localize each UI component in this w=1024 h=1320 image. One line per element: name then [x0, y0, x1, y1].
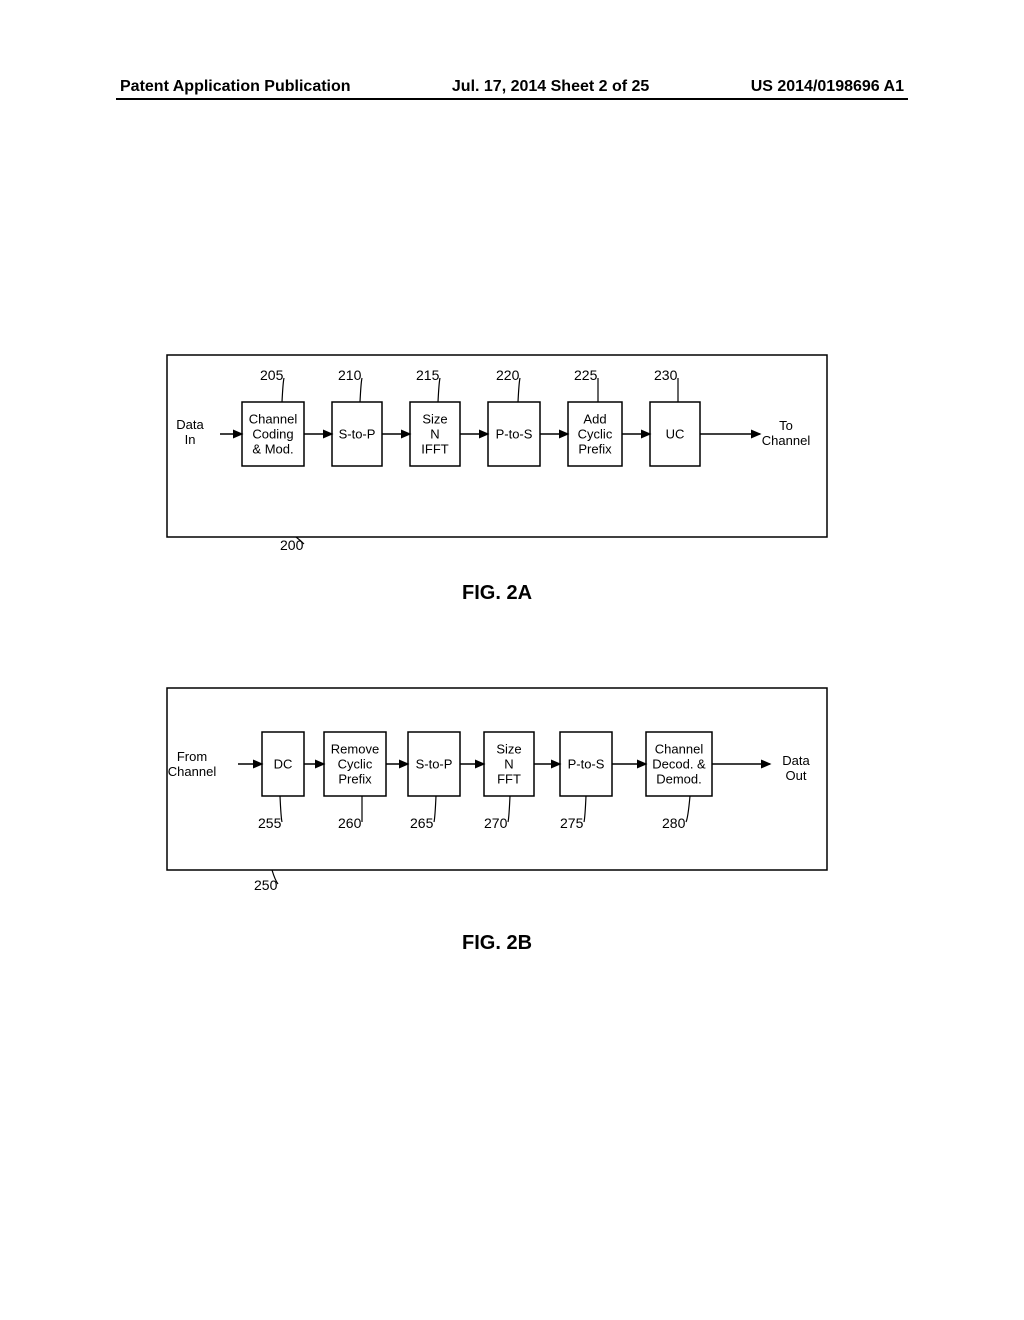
svg-text:AddCyclicPrefix: AddCyclicPrefix: [578, 412, 613, 457]
svg-text:205: 205: [260, 367, 284, 383]
svg-text:FromChannel: FromChannel: [168, 749, 217, 779]
svg-text:S-to-P: S-to-P: [339, 427, 376, 442]
svg-text:275: 275: [560, 815, 584, 831]
svg-text:DataIn: DataIn: [176, 417, 204, 447]
figure-a-label: FIG. 2A: [462, 582, 532, 605]
svg-text:210: 210: [338, 367, 362, 383]
svg-text:ChannelDecod. &Demod.: ChannelDecod. &Demod.: [652, 742, 706, 787]
svg-text:SizeNFFT: SizeNFFT: [496, 742, 521, 787]
svg-text:280: 280: [662, 815, 686, 831]
svg-text:RemoveCyclicPrefix: RemoveCyclicPrefix: [331, 742, 379, 787]
figure-b-label: FIG. 2B: [462, 932, 532, 955]
svg-text:265: 265: [410, 815, 434, 831]
svg-text:P-to-S: P-to-S: [568, 757, 605, 772]
svg-text:215: 215: [416, 367, 440, 383]
svg-text:ChannelCoding& Mod.: ChannelCoding& Mod.: [249, 412, 298, 457]
svg-text:DC: DC: [274, 757, 293, 772]
svg-text:200: 200: [280, 537, 304, 553]
svg-text:S-to-P: S-to-P: [416, 757, 453, 772]
svg-text:230: 230: [654, 367, 678, 383]
svg-text:ToChannel: ToChannel: [762, 418, 811, 448]
svg-text:UC: UC: [666, 427, 685, 442]
svg-text:270: 270: [484, 815, 508, 831]
svg-text:225: 225: [574, 367, 598, 383]
svg-text:250: 250: [254, 877, 278, 893]
diagram-canvas: ChannelCoding& Mod. 205 S-to-P 210 SizeNIFFT…: [0, 0, 1024, 1320]
svg-text:260: 260: [338, 815, 362, 831]
svg-text:DataOut: DataOut: [782, 753, 810, 783]
svg-text:255: 255: [258, 815, 282, 831]
svg-text:P-to-S: P-to-S: [496, 427, 533, 442]
svg-text:220: 220: [496, 367, 520, 383]
svg-text:SizeNIFFT: SizeNIFFT: [421, 412, 448, 457]
